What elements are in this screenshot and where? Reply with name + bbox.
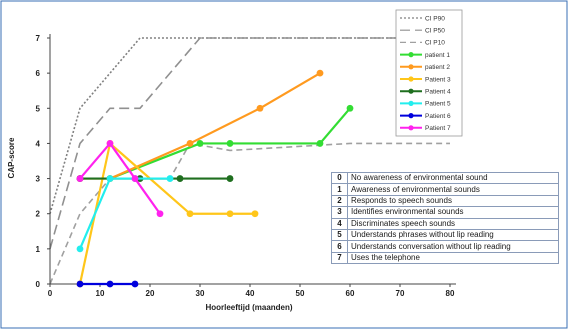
data-point — [166, 175, 174, 182]
y-tick-label: 5 — [36, 104, 41, 113]
cap-code: 1 — [331, 183, 348, 196]
x-tick-label: 20 — [146, 289, 155, 298]
legend-label: Patient 6 — [425, 113, 451, 120]
cap-description: No awareness of environmental sound — [347, 171, 559, 185]
y-tick-label: 6 — [36, 69, 41, 78]
cap-description: Awareness of environmental sounds — [347, 183, 559, 196]
data-point — [106, 280, 114, 288]
y-tick-label: 0 — [36, 280, 41, 289]
cap-code: 0 — [331, 171, 348, 185]
cap-code: 6 — [331, 240, 348, 253]
legend-swatch-marker — [408, 52, 414, 58]
reference-curves — [49, 37, 450, 285]
cap-scale-rows: 0 No awareness of environmental sound 1 Awa… — [331, 171, 559, 265]
legend-label: patient 1 — [425, 52, 450, 59]
legend-label: patient 2 — [425, 64, 450, 71]
data-point — [76, 245, 84, 253]
cap-row: 4 Discriminates speech sounds — [331, 217, 559, 230]
cap-row: 7 Uses the telephone — [331, 251, 559, 265]
data-point — [226, 140, 234, 147]
x-tick-label: 40 — [246, 289, 255, 298]
reference-curve — [49, 142, 450, 285]
y-axis-title: CAP-score — [7, 137, 16, 178]
data-point — [76, 280, 84, 288]
cap-description: Understands conversation without lip rea… — [347, 240, 559, 253]
legend-swatch-marker — [408, 125, 414, 131]
patient-series — [76, 69, 354, 288]
cap-row: 5 Understands phrases without lip reading — [331, 228, 559, 242]
series-line — [78, 177, 170, 250]
cap-description: Uses the telephone — [347, 251, 559, 265]
data-point — [106, 140, 114, 147]
cap-code: 4 — [331, 217, 348, 230]
y-tick-label: 7 — [36, 34, 41, 43]
x-tick-label: 10 — [96, 289, 105, 298]
x-tick-label: 0 — [48, 289, 53, 298]
data-point — [106, 175, 114, 182]
cap-row: 3 Identifies environmental sounds — [331, 206, 559, 219]
cap-code: 7 — [331, 251, 348, 265]
legend-swatch-marker — [408, 113, 414, 119]
cap-description: Identifies environmental sounds — [347, 206, 559, 219]
legend-label: CI P50 — [425, 28, 445, 35]
legend-swatch-marker — [408, 64, 414, 70]
cap-code: 5 — [331, 228, 348, 242]
legend-label: CI P90 — [425, 15, 445, 22]
cap-description: Responds to speech sounds — [347, 194, 559, 208]
legend-label: Patient 4 — [425, 89, 451, 96]
cap-description: Understands phrases without lip reading — [347, 228, 559, 242]
legend-label: Patient 3 — [425, 76, 451, 83]
cap-row: 0 No awareness of environmental sound — [331, 171, 559, 185]
data-point — [316, 69, 324, 77]
legend-swatch-marker — [408, 100, 414, 106]
cap-code: 3 — [331, 206, 348, 219]
legend-label: Patient 7 — [425, 125, 451, 132]
data-point — [131, 175, 139, 182]
legend-swatch-marker — [408, 88, 414, 94]
x-tick-label: 70 — [396, 289, 405, 298]
data-point — [226, 210, 234, 218]
data-point — [176, 175, 184, 182]
series-line — [79, 142, 161, 215]
legend-swatch-marker — [408, 76, 414, 82]
x-tick-label: 60 — [346, 289, 355, 298]
x-tick-label: 80 — [446, 289, 455, 298]
cap-row: 6 Understands conversation without lip re… — [331, 240, 559, 253]
reference-curve — [49, 37, 450, 250]
cap-code: 2 — [331, 194, 348, 208]
cap-scale-table: 0 No awareness of environmental sound 1 Awa… — [331, 171, 559, 265]
data-point — [346, 104, 354, 112]
x-tick-label: 50 — [296, 289, 305, 298]
y-tick-label: 1 — [36, 245, 41, 254]
data-point — [196, 140, 204, 147]
data-point — [76, 175, 84, 182]
y-tick-label: 2 — [36, 210, 41, 219]
data-point — [226, 175, 234, 182]
y-tick-label: 4 — [36, 139, 41, 148]
data-point — [131, 280, 139, 288]
cap-row: 2 Responds to speech sounds — [331, 194, 559, 208]
data-point — [256, 104, 264, 112]
data-point — [251, 210, 259, 218]
data-point — [186, 210, 194, 218]
x-axis-title: Hoorleeftijd (maanden) — [205, 303, 292, 312]
x-tick-label: 30 — [196, 289, 205, 298]
legend: CI P90 CI P50 CI P10 patient 1 patient 2 Pati… — [395, 9, 463, 137]
legend-label: Patient 5 — [425, 101, 451, 108]
legend-label: CI P10 — [425, 40, 445, 47]
data-point — [316, 140, 324, 147]
data-point — [186, 140, 194, 147]
y-tick-label: 3 — [36, 175, 41, 184]
cap-row: 1 Awareness of environmental sounds — [331, 183, 559, 196]
cap-description: Discriminates speech sounds — [347, 217, 559, 230]
data-point — [156, 210, 164, 218]
